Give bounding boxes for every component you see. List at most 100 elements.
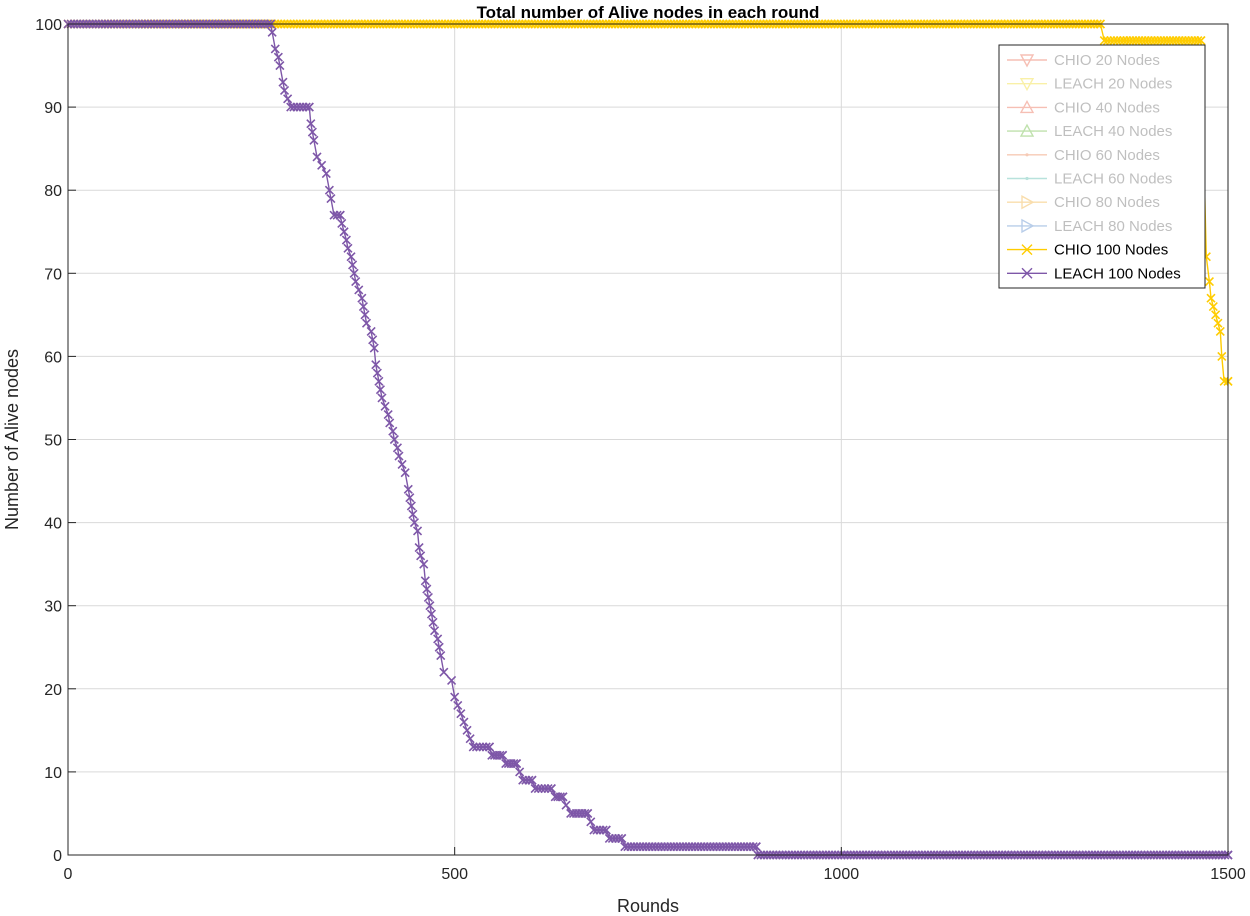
data-point-marker — [368, 335, 378, 345]
data-point-marker — [524, 775, 534, 785]
data-point-marker — [406, 501, 416, 511]
data-point-marker — [428, 617, 438, 627]
data-point-marker — [462, 725, 472, 735]
data-point-marker — [388, 426, 398, 436]
data-point-marker — [546, 783, 556, 794]
data-point-marker — [403, 484, 413, 494]
data-point-marker — [372, 368, 382, 378]
data-point-marker — [420, 576, 430, 586]
legend-marker — [1021, 244, 1033, 256]
data-point-marker — [555, 792, 565, 802]
data-point-marker — [580, 808, 590, 819]
data-point-marker — [306, 119, 316, 129]
y-tick-label: 80 — [44, 183, 62, 200]
legend-marker — [1019, 78, 1035, 92]
legend-item[interactable]: CHIO 100 Nodes — [1007, 242, 1168, 259]
data-point-marker — [426, 609, 437, 619]
legend-marker — [1019, 99, 1035, 114]
legend-label: LEACH 60 Nodes — [1054, 171, 1172, 188]
y-tick-label: 60 — [44, 349, 62, 366]
data-point-marker — [511, 759, 522, 769]
data-point-marker — [478, 742, 488, 752]
data-point-marker — [409, 518, 420, 528]
data-point-marker — [366, 326, 376, 337]
data-point-marker — [1196, 36, 1206, 46]
legend-item[interactable]: LEACH 40 Nodes — [1007, 123, 1172, 140]
x-axis-label: Rounds — [617, 896, 679, 916]
legend-marker — [1025, 153, 1029, 157]
legend-marker — [1019, 123, 1035, 137]
data-point-marker — [343, 243, 353, 253]
data-point-marker — [412, 526, 423, 536]
y-tick-label: 10 — [44, 765, 62, 782]
data-point-marker — [357, 293, 367, 303]
data-point-marker — [275, 60, 285, 71]
legend[interactable]: CHIO 20 Nodes LEACH 20 Nodes CHIO 40 Nodes… — [998, 44, 1206, 289]
x-tick-label: 1000 — [824, 866, 860, 883]
data-point-marker — [601, 825, 611, 835]
y-tick-label: 20 — [44, 682, 62, 699]
data-point-marker — [304, 102, 314, 112]
x-tick-label: 500 — [441, 866, 468, 883]
y-tick-label: 70 — [44, 266, 62, 283]
data-point-marker — [351, 277, 361, 287]
chart-title: Total number of Alive nodes in each roun… — [477, 3, 820, 22]
data-point-marker — [459, 717, 469, 727]
data-point-marker — [371, 360, 381, 370]
legend-label: LEACH 80 Nodes — [1054, 218, 1172, 235]
data-point-marker — [558, 792, 568, 802]
data-point-marker — [273, 52, 283, 62]
data-point-marker — [335, 210, 345, 220]
data-point-marker — [389, 434, 399, 445]
data-point-marker — [434, 642, 444, 652]
legend-label: CHIO 40 Nodes — [1054, 99, 1160, 116]
data-point-marker — [339, 227, 349, 237]
data-point-marker — [422, 584, 432, 594]
legend-item[interactable]: CHIO 80 Nodes — [1007, 194, 1160, 211]
y-tick-label: 100 — [35, 17, 62, 34]
data-point-marker — [515, 767, 525, 777]
data-point-marker — [439, 667, 449, 677]
y-tick-label: 0 — [53, 848, 62, 865]
y-tick-label: 50 — [44, 433, 62, 450]
data-point-marker — [543, 783, 553, 794]
data-point-marker — [475, 742, 485, 752]
data-point-marker — [1213, 318, 1223, 328]
legend-label: CHIO 80 Nodes — [1054, 194, 1160, 211]
data-point-marker — [337, 218, 347, 229]
data-point-marker — [468, 742, 478, 752]
legend-item[interactable]: CHIO 20 Nodes — [1007, 52, 1160, 69]
legend-item[interactable]: CHIO 60 Nodes — [1007, 147, 1160, 164]
data-point-marker — [377, 393, 387, 403]
data-point-marker — [533, 783, 543, 794]
data-point-marker — [498, 750, 508, 760]
legend-item[interactable]: LEACH 80 Nodes — [1007, 218, 1172, 235]
data-point-marker — [341, 235, 351, 245]
data-point-marker — [1219, 376, 1229, 386]
data-point-marker — [583, 808, 593, 819]
data-point-marker — [481, 742, 491, 752]
data-point-marker — [751, 842, 761, 852]
legend-marker — [1025, 176, 1029, 181]
data-point-marker — [392, 443, 403, 453]
legend-item[interactable]: LEACH 20 Nodes — [1007, 76, 1172, 93]
data-point-marker — [346, 252, 356, 262]
data-point-marker — [385, 418, 395, 428]
data-point-marker — [326, 193, 336, 204]
legend-item[interactable]: CHIO 40 Nodes — [1007, 99, 1160, 116]
data-point-marker — [425, 601, 435, 611]
data-point-marker — [375, 385, 385, 395]
data-point-marker — [369, 343, 379, 353]
legend-item[interactable]: LEACH 60 Nodes — [1007, 171, 1172, 188]
legend-label: LEACH 100 Nodes — [1054, 265, 1181, 282]
legend-marker — [1021, 218, 1035, 234]
data-point-marker — [617, 833, 627, 843]
data-point-marker — [429, 626, 440, 636]
data-point-marker — [361, 318, 372, 328]
data-point-marker — [317, 160, 327, 170]
data-point-marker — [394, 451, 404, 461]
legend-item[interactable]: LEACH 100 Nodes — [1007, 265, 1181, 282]
data-point-marker — [419, 559, 429, 569]
data-point-marker — [450, 692, 460, 702]
data-point-marker — [1204, 277, 1215, 287]
